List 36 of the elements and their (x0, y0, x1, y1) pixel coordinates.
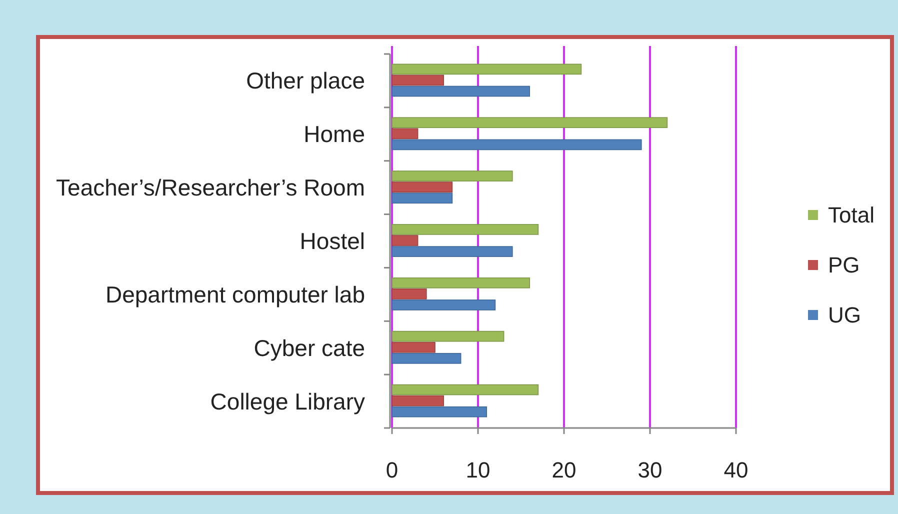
bar (392, 128, 418, 140)
bar (392, 342, 436, 353)
bar (392, 352, 462, 364)
x-tick-label: 40 (724, 458, 748, 482)
x-tick-label: 20 (552, 458, 576, 482)
x-tick-label: 30 (638, 458, 662, 482)
y-tick-label: College Library (210, 388, 366, 414)
bar (392, 330, 504, 342)
bar (392, 117, 668, 128)
bar (392, 182, 453, 192)
x-tick-label: 0 (386, 458, 398, 482)
bar (392, 192, 453, 204)
bar (392, 235, 418, 246)
bar (392, 64, 582, 75)
legend-label: UG (828, 302, 861, 328)
bar (392, 170, 513, 182)
legend-label: PG (828, 252, 860, 278)
legend-label: Total (828, 202, 874, 228)
y-tick-label: Department computer lab (105, 281, 365, 308)
y-tick-label: Other place (246, 68, 365, 94)
bar (392, 224, 539, 235)
y-tick-label: Cyber cate (254, 334, 365, 361)
bar (392, 288, 427, 300)
bar (392, 406, 487, 418)
y-tick-label: Hostel (300, 228, 365, 254)
bar (392, 246, 513, 257)
bar (392, 86, 530, 97)
y-tick-label: Home (304, 121, 365, 148)
bar (392, 300, 496, 310)
bar (392, 277, 530, 288)
bar (392, 74, 444, 86)
bar (392, 395, 444, 406)
x-tick-label: 10 (466, 458, 490, 482)
bar (392, 139, 642, 150)
y-tick-label: Teacher’s/Researcher’s Room (56, 174, 365, 201)
bar (392, 384, 539, 396)
